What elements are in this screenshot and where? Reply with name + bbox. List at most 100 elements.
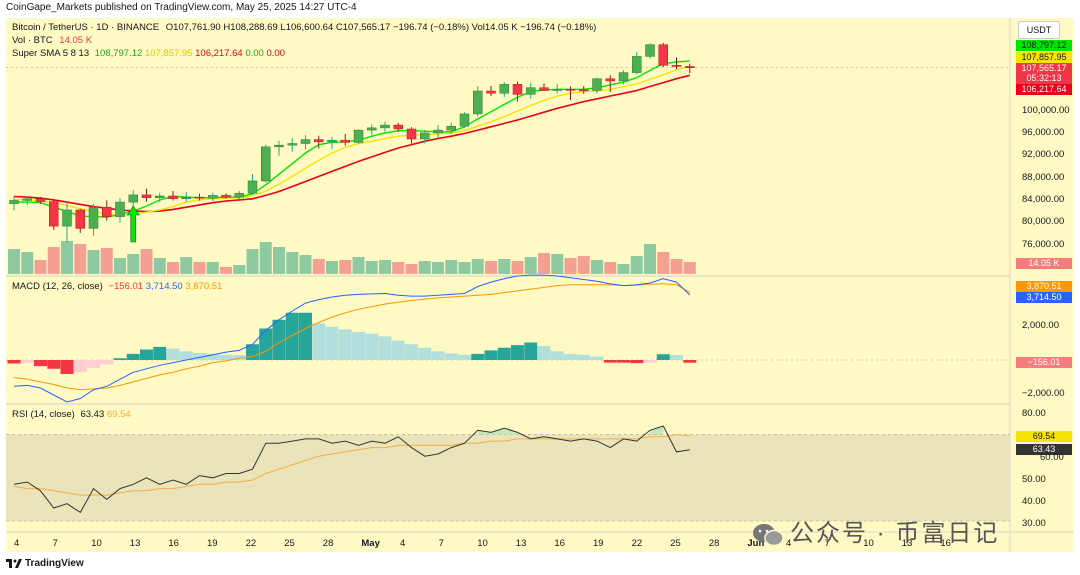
macd-hist-bar: [431, 351, 445, 360]
volume-inline: Vol14.05 K: [471, 22, 518, 33]
trading-chart[interactable]: [6, 18, 1074, 552]
candle: [499, 84, 509, 94]
macd-hist-bar: [166, 348, 180, 360]
volume-tag: 14.05 K: [1016, 258, 1072, 269]
volume-bar: [153, 258, 166, 274]
macd-line-value: 3,714.50: [145, 281, 183, 292]
price-tick: 92,000.00: [1022, 149, 1065, 160]
time-tick: 16: [168, 538, 179, 549]
candle: [327, 139, 337, 143]
volume-bar: [312, 259, 325, 274]
volume-bar: [485, 261, 497, 274]
sma-legend: Super SMA 5 8 13 108,797.12 107,857.95 1…: [12, 48, 285, 59]
candle: [340, 139, 350, 143]
countdown-tag: 05:32:13: [1016, 73, 1072, 84]
macd-hist-bar: [511, 345, 524, 360]
sma-v5-value: 0.00: [266, 48, 285, 59]
time-tick: 28: [322, 538, 334, 549]
volume-bar: [630, 256, 643, 274]
candle: [658, 44, 668, 66]
sma8-line: [13, 65, 690, 217]
macd-hist-bar: [259, 328, 273, 360]
macd-hist-value: −156.01: [108, 281, 144, 292]
time-tick: May: [361, 538, 380, 549]
currency-selector[interactable]: USDT: [1018, 21, 1060, 39]
macd-hist-bar: [153, 346, 167, 360]
candle: [605, 78, 615, 82]
volume-bar: [286, 252, 299, 274]
macd-hist-bar: [418, 347, 432, 360]
volume-bar: [577, 256, 590, 274]
candle: [632, 56, 642, 73]
open-value: O107,761.90: [165, 22, 221, 33]
time-tick: 4: [786, 538, 792, 549]
candle: [287, 143, 297, 146]
time-tick: 13: [901, 538, 913, 549]
candle: [685, 66, 695, 69]
candle: [62, 209, 72, 227]
volume-bar: [405, 264, 418, 274]
candle: [380, 124, 390, 129]
candle: [221, 195, 231, 198]
candle: [181, 196, 191, 200]
time-tick: 7: [438, 538, 444, 549]
volume-bar: [617, 264, 630, 274]
time-tick: 25: [670, 538, 681, 549]
rsi-tag: 63.43: [1016, 444, 1072, 455]
macd-hist-bar: [590, 356, 604, 360]
macd-hist-bar: [193, 353, 206, 360]
sma13-value: 106,217.64: [195, 48, 243, 59]
volume-bar: [352, 257, 365, 274]
rsi-tick: 50.00: [1022, 474, 1046, 485]
macd-hist-bar: [537, 346, 551, 360]
macd-hist-bar: [577, 354, 591, 360]
buy-signal-arrow: [126, 205, 140, 243]
macd-hist-bar: [630, 360, 644, 364]
candle: [446, 125, 456, 131]
volume-bar: [8, 249, 20, 274]
volume-bar: [683, 262, 696, 274]
volume-bar: [100, 248, 113, 274]
volume-bar: [74, 244, 87, 274]
ohlc-legend: Bitcoin / TetherUS · 1D · BINANCE O107,7…: [12, 22, 596, 33]
wechat-watermark: 公众号 · 币富日记: [752, 513, 999, 548]
macd-hist-bar: [179, 351, 193, 360]
volume-bar: [657, 252, 670, 274]
volume-bar: [246, 249, 259, 274]
candle: [433, 129, 443, 134]
rsi-band: [6, 434, 1010, 521]
sma-label: Super SMA 5 8 13: [12, 48, 90, 59]
time-tick: 16: [554, 538, 565, 549]
sma-v4-value: 0.00: [245, 48, 264, 59]
sma13-price-tag: 106,217.64: [1016, 84, 1072, 95]
volume-bar: [34, 260, 47, 274]
candle: [247, 180, 258, 194]
time-tick: 22: [631, 538, 643, 549]
macd-hist-bar: [497, 347, 511, 360]
macd-hist-bar: [232, 355, 246, 360]
candle: [274, 144, 284, 148]
macd-signal-value: 3,870.51: [185, 281, 223, 292]
macd-hist-bar: [7, 360, 21, 364]
change-value: −196.74 (−0.18%): [392, 22, 470, 33]
candle: [671, 65, 682, 67]
candle: [155, 195, 165, 198]
macd-label: MACD (12, 26, close): [12, 281, 103, 292]
macd-hist-bar: [20, 360, 34, 364]
time-tick: Jun: [747, 538, 765, 549]
rsi-overbought-fill: [477, 428, 518, 435]
volume-bar: [538, 253, 550, 274]
price-tick: 88,000.00: [1022, 172, 1065, 183]
candle: [22, 198, 32, 201]
symbol-title: Bitcoin / TetherUS · 1D · BINANCE: [12, 22, 160, 33]
candle: [645, 44, 655, 57]
time-tick: 7: [824, 538, 830, 549]
candle: [618, 72, 629, 82]
time-tick: 19: [207, 538, 218, 549]
rsi-tick: 80.00: [1022, 408, 1046, 419]
macd-hist-bar: [272, 319, 286, 360]
candle: [168, 195, 178, 200]
macd-hist-bar: [34, 360, 47, 367]
tradingview-footer[interactable]: TradingView: [6, 558, 84, 569]
candle: [592, 78, 602, 91]
